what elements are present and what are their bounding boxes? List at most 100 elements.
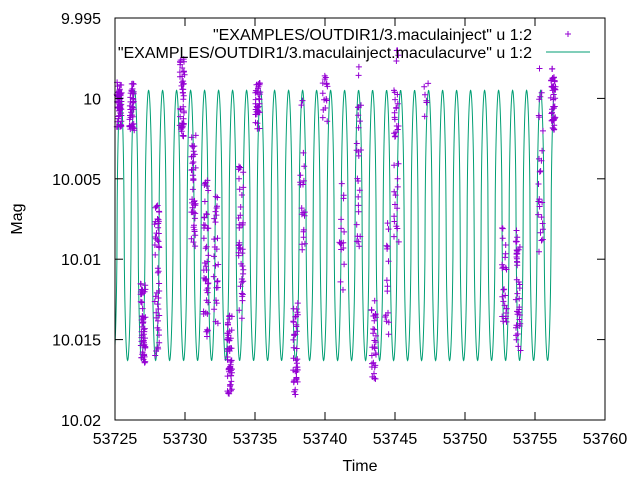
data-point <box>319 114 326 121</box>
data-point <box>155 327 162 333</box>
data-point <box>355 124 362 131</box>
data-point <box>299 97 306 104</box>
data-point <box>156 244 163 251</box>
data-point <box>370 326 377 332</box>
data-point <box>177 57 184 64</box>
data-point <box>188 209 195 216</box>
data-point <box>297 172 304 179</box>
data-point <box>391 162 398 169</box>
data-point <box>393 223 400 230</box>
data-point <box>373 332 379 339</box>
data-point <box>155 317 161 324</box>
data-point <box>236 307 243 314</box>
data-point <box>118 82 125 88</box>
data-point <box>536 114 543 121</box>
data-point <box>501 286 508 293</box>
data-point <box>355 72 362 79</box>
data-point <box>236 186 243 193</box>
legend-plus-icon <box>565 31 571 37</box>
data-point <box>394 126 401 133</box>
data-point <box>368 352 375 359</box>
data-point <box>211 253 217 260</box>
data-point <box>323 96 330 102</box>
data-point <box>516 306 523 313</box>
data-point <box>292 391 299 398</box>
data-point <box>224 373 231 380</box>
data-point <box>201 260 208 266</box>
data-point <box>127 114 134 121</box>
data-point <box>252 119 259 126</box>
data-point <box>153 309 160 316</box>
data-point <box>211 306 218 313</box>
data-point <box>205 280 212 287</box>
data-point <box>139 313 146 319</box>
data-point <box>355 208 362 215</box>
data-point <box>212 208 219 215</box>
data-point <box>503 318 510 325</box>
data-point <box>140 331 147 338</box>
data-point <box>227 359 234 365</box>
data-point <box>239 297 246 304</box>
data-point <box>550 114 557 121</box>
data-point <box>228 378 235 385</box>
data-point <box>300 226 307 233</box>
data-point <box>201 214 208 221</box>
data-point <box>291 377 298 384</box>
data-point <box>516 244 523 250</box>
data-point <box>189 186 196 193</box>
data-point <box>514 290 521 297</box>
data-point <box>155 224 162 231</box>
data-point <box>502 242 509 248</box>
data-point <box>371 326 378 333</box>
data-point <box>336 239 343 246</box>
data-point <box>189 196 196 203</box>
data-point <box>177 113 184 120</box>
data-point <box>204 225 211 232</box>
data-point <box>213 205 220 211</box>
data-point <box>391 116 398 123</box>
data-point <box>137 280 144 287</box>
data-point <box>214 278 221 285</box>
data-point <box>192 202 199 209</box>
data-point <box>237 204 244 210</box>
data-point <box>536 65 543 72</box>
data-point <box>371 370 377 377</box>
data-point <box>254 108 261 115</box>
data-point <box>382 314 389 320</box>
data-point <box>371 337 378 344</box>
data-point <box>179 123 186 130</box>
data-point <box>118 123 125 130</box>
data-point <box>239 291 246 298</box>
data-point <box>550 83 557 90</box>
data-point <box>204 177 211 184</box>
legend-label-points: "EXAMPLES/OUTDIR1/3.maculainject" u 1:2 <box>213 27 532 44</box>
data-point <box>188 235 195 242</box>
data-point <box>539 220 546 227</box>
data-point <box>138 299 145 306</box>
data-point <box>294 300 301 307</box>
data-point <box>153 289 160 296</box>
data-point <box>391 109 398 116</box>
data-point <box>516 295 523 302</box>
data-point <box>156 209 163 215</box>
data-point <box>191 222 197 229</box>
data-point <box>293 323 300 330</box>
data-point <box>371 364 378 371</box>
data-point <box>155 238 162 245</box>
data-point <box>499 225 506 232</box>
data-point <box>324 83 331 90</box>
data-point <box>299 246 306 253</box>
data-point <box>137 298 144 305</box>
data-point <box>255 91 262 97</box>
data-point <box>214 284 221 291</box>
data-point <box>156 339 163 346</box>
data-point <box>324 118 331 125</box>
data-point <box>393 58 400 64</box>
data-point <box>298 102 305 109</box>
x-axis-label: Time <box>343 458 378 475</box>
data-point <box>213 212 220 219</box>
data-point <box>385 226 392 233</box>
legend: "EXAMPLES/OUTDIR1/3.maculainject" u 1:2 … <box>118 27 590 62</box>
data-point <box>294 364 301 371</box>
data-point <box>538 237 545 244</box>
